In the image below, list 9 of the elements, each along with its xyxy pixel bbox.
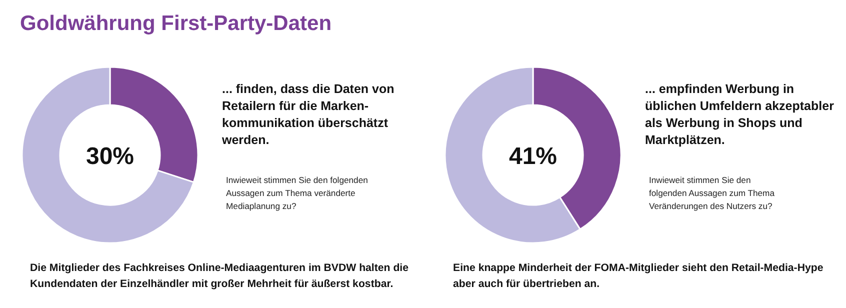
chart-title: Goldwährung First-Party-Daten	[20, 12, 332, 35]
text: ... finden, dass die Daten von Retailern für die Marken- kommunikation überschätzt werden.	[221, 82, 394, 147]
text: Eine knappe Minderheit der FOMA-Mitglieder sieht den Retail-Media-Hype aber auch für übertrieben an.	[453, 262, 824, 290]
text: Inwieweit stimmen Sie den folgenden Aussagen zum Thema veränderte Mediaplanung zu?	[226, 175, 368, 211]
text: 41%	[508, 143, 558, 170]
text: 30%	[86, 143, 134, 170]
text: Die Mitglieder des Fachkreises Online-Mediaagenturen im BVDW halten die Kundendaten der Einzelhändler mit großer Mehrheit für äußerst kostbar.	[30, 262, 409, 290]
text: Inwieweit stimmen Sie den folgenden Aussagen zum Thema Veränderungen des Nutzers zu?	[649, 175, 775, 211]
text: ... empfinden Werbung in üblichen Umfeldern akzeptabler als Werbung in Shops und Marktplätzen.	[645, 82, 834, 147]
